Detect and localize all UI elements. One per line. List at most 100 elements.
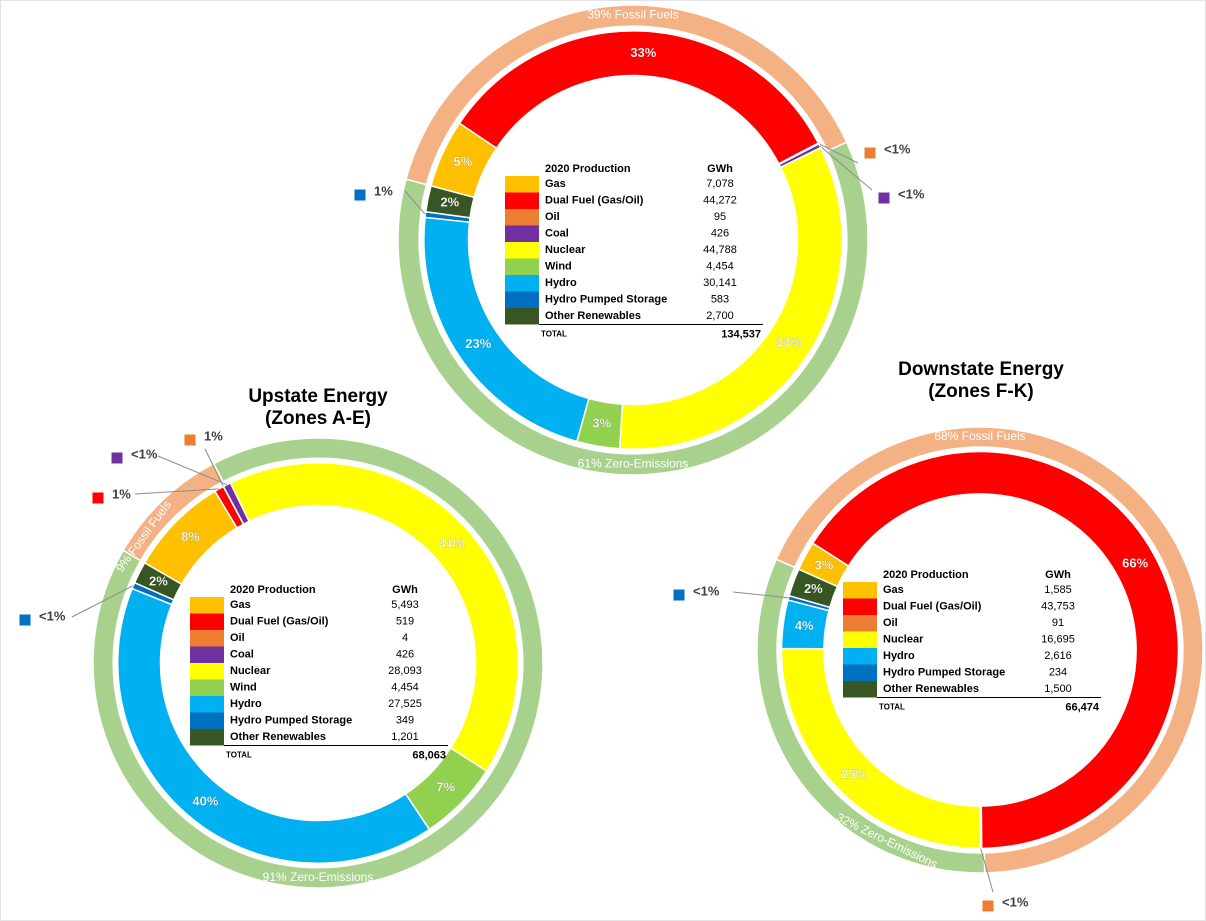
legend-value: 583: [711, 294, 729, 306]
callout-label: <1%: [131, 446, 158, 461]
legend-value: 426: [711, 228, 729, 240]
legend-label: Dual Fuel (Gas/Oil): [545, 195, 644, 207]
legend-label: Other Renewables: [883, 683, 979, 695]
legend-swatch: [843, 681, 877, 698]
inner-ring-segment: [117, 587, 431, 864]
total-name: TOTAL: [541, 330, 567, 339]
total-value: 134,537: [721, 328, 761, 340]
callout-label: 1%: [374, 183, 393, 198]
percent-label: 33%: [775, 335, 801, 350]
callout-swatch: [184, 434, 196, 446]
legend-swatch: [190, 597, 224, 614]
legend-value: 43,753: [1041, 601, 1075, 613]
legend-swatch: [505, 308, 539, 325]
legend-swatch: [190, 696, 224, 713]
legend-label: Hydro Pumped Storage: [883, 667, 1005, 679]
outer-ring-segment: [92, 437, 544, 889]
callout-label: <1%: [693, 583, 720, 598]
legend-swatch: [505, 258, 539, 275]
legend-value: 95: [714, 211, 726, 223]
inner-ring-segment: [229, 462, 519, 773]
percent-label: 7%: [436, 780, 455, 795]
callout-swatch: [982, 900, 994, 912]
legend-swatch: [505, 176, 539, 193]
chart-title: Upstate Energy: [248, 386, 388, 407]
legend-swatch: [505, 225, 539, 242]
percent-label: 23%: [465, 336, 491, 351]
percent-label: 25%: [841, 766, 867, 781]
legend-value: 234: [1049, 667, 1067, 679]
chart-title: Downstate Energy: [898, 359, 1064, 380]
legend-value: 1,500: [1044, 683, 1072, 695]
total-value: 68,063: [412, 749, 446, 761]
legend-label: Oil: [545, 211, 560, 223]
legend-swatch: [843, 648, 877, 665]
percent-label: 2%: [804, 581, 823, 596]
legend-label: Gas: [230, 599, 251, 611]
legend-value: 44,788: [703, 244, 737, 256]
legend-swatch: [843, 582, 877, 599]
legend-swatch: [190, 712, 224, 729]
legend-label: Dual Fuel (Gas/Oil): [883, 601, 982, 613]
legend-value: 30,141: [703, 277, 737, 289]
table-header: GWh: [707, 163, 733, 175]
legend-swatch: [190, 679, 224, 696]
table-header: 2020 Production: [230, 584, 316, 596]
callout-label: 1%: [204, 428, 223, 443]
outer-ring-label: 39% Fossil Fuels: [587, 8, 678, 22]
legend-swatch: [190, 729, 224, 746]
legend-value: 5,493: [391, 599, 419, 611]
callout-label: <1%: [898, 186, 925, 201]
callout-leader: [980, 848, 994, 893]
table-header: GWh: [392, 584, 418, 596]
callout-label: <1%: [884, 141, 911, 156]
legend-swatch: [505, 192, 539, 209]
legend-label: Nuclear: [230, 665, 271, 677]
legend-label: Wind: [230, 682, 257, 694]
percent-label: 66%: [1122, 556, 1148, 571]
legend-value: 91: [1052, 617, 1064, 629]
legend-swatch: [843, 631, 877, 648]
inner-ring-segment: [788, 568, 839, 609]
legend-value: 349: [396, 715, 414, 727]
legend-label: Oil: [883, 617, 898, 629]
callout-label: 1%: [112, 486, 131, 501]
percent-label: 3%: [592, 416, 611, 431]
legend-swatch: [505, 291, 539, 308]
callout-swatch: [673, 589, 685, 601]
callout-leader: [404, 190, 426, 215]
chart-title: (Zones F-K): [928, 381, 1034, 402]
percent-label: 5%: [454, 154, 473, 169]
legend-label: Gas: [883, 584, 904, 596]
legend-swatch: [843, 664, 877, 681]
legend-value: 519: [396, 616, 414, 628]
table-header: GWh: [1045, 569, 1071, 581]
table-header: 2020 Production: [883, 569, 969, 581]
percent-label: 41%: [439, 536, 465, 551]
legend-label: Hydro: [883, 650, 915, 662]
callout-leader: [732, 591, 789, 599]
legend-label: Nuclear: [545, 244, 586, 256]
callout-leader: [71, 585, 134, 618]
legend-value: 4,454: [391, 682, 419, 694]
legend-label: Other Renewables: [545, 310, 641, 322]
total-value: 66,474: [1065, 701, 1100, 713]
callout-label: <1%: [1002, 894, 1029, 909]
legend-value: 1,585: [1044, 584, 1072, 596]
percent-label: 3%: [814, 557, 833, 572]
legend-value: 1,201: [391, 731, 419, 743]
legend-swatch: [190, 646, 224, 663]
legend-value: 426: [396, 649, 414, 661]
legend-label: Coal: [545, 228, 569, 240]
callout-label: <1%: [39, 608, 66, 623]
legend-swatch: [505, 275, 539, 292]
legend-swatch: [190, 630, 224, 647]
outer-ring-label: 68% Fossil Fuels: [934, 429, 1025, 443]
table-header: 2020 Production: [545, 163, 631, 175]
legend-swatch: [505, 242, 539, 259]
chart-title: (Zones A-E): [265, 408, 371, 429]
legend-label: Hydro: [230, 698, 262, 710]
legend-value: 7,078: [706, 178, 734, 190]
callout-leader: [157, 455, 228, 486]
